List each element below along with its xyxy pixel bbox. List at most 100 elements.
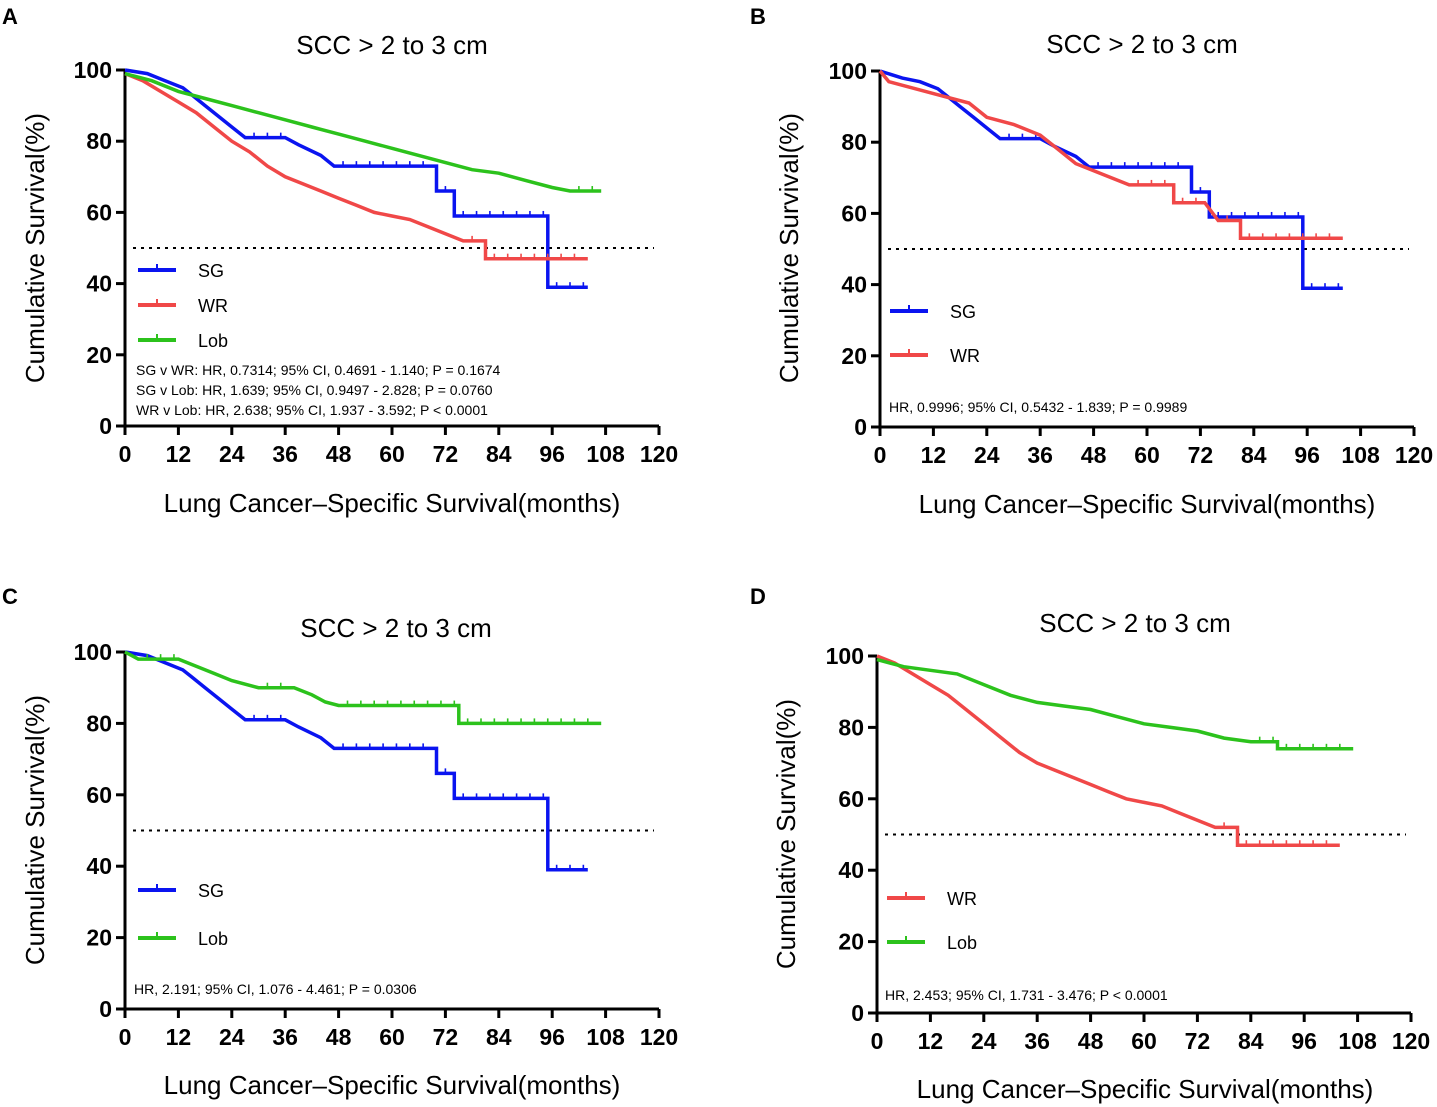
legend-label-wr: WR (198, 296, 228, 316)
legend-label-sg: SG (198, 261, 224, 281)
x-tick-label: 72 (1188, 442, 1214, 468)
x-tick-label: 60 (379, 441, 405, 467)
x-tick-label: 60 (1131, 1028, 1157, 1054)
y-tick-label: 20 (841, 343, 867, 369)
legend-label-wr: WR (947, 889, 977, 909)
x-tick-label: 36 (272, 1024, 298, 1050)
panel-a: A SCC > 2 to 3 cm Cumulative Survival(%)… (2, 4, 678, 518)
series-line-sg (124, 68, 588, 289)
x-tick-label: 36 (1024, 1028, 1050, 1054)
hazard-ratio-text: HR, 2.453; 95% CI, 1.731 - 3.476; P < 0.… (885, 987, 1168, 1003)
y-tick-label: 20 (86, 342, 112, 368)
y-axis-label: Cumulative Survival(%) (20, 113, 50, 383)
y-axis-label: Cumulative Survival(%) (771, 699, 801, 969)
y-axis-label: Cumulative Survival(%) (774, 113, 804, 383)
x-tick-label: 0 (119, 441, 132, 467)
legend-label-sg: SG (198, 881, 224, 901)
x-tick-label: 0 (871, 1028, 884, 1054)
x-axis-label: Lung Cancer–Specific Survival(months) (917, 1074, 1374, 1104)
hazard-ratio-text: HR, 2.191; 95% CI, 1.076 - 4.461; P = 0.… (134, 981, 417, 997)
y-tick-label: 20 (838, 929, 864, 955)
x-tick-label: 72 (1185, 1028, 1211, 1054)
x-tick-label: 12 (166, 441, 192, 467)
chart-title: SCC > 2 to 3 cm (1046, 29, 1237, 59)
series-line-wr (878, 69, 1343, 241)
series-line-wr (876, 654, 1340, 847)
x-tick-label: 12 (921, 442, 947, 468)
x-tick-label: 36 (272, 441, 298, 467)
series-line-lob (124, 650, 602, 726)
x-tick-label: 24 (974, 442, 1000, 468)
y-tick-label: 80 (841, 129, 867, 155)
hazard-ratio-text: HR, 0.9996; 95% CI, 0.5432 - 1.839; P = … (889, 399, 1187, 415)
x-tick-label: 60 (1134, 442, 1160, 468)
x-tick-label: 108 (1341, 442, 1380, 468)
panel-d: D SCC > 2 to 3 cm Cumulative Survival(%)… (750, 584, 1430, 1104)
x-tick-label: 36 (1027, 442, 1053, 468)
x-tick-label: 12 (918, 1028, 944, 1054)
plot-area: 0 12 24 36 48 60 72 84 96 108 120 0 20 40 60 80 100 SG Lob… (74, 639, 679, 1050)
x-tick-label: 96 (539, 441, 565, 467)
y-tick-label: 80 (86, 128, 112, 154)
x-tick-label: 96 (1294, 442, 1320, 468)
panel-letter: D (750, 584, 766, 609)
x-tick-label: 120 (640, 441, 678, 467)
chart-title: SCC > 2 to 3 cm (1039, 608, 1230, 638)
chart-title: SCC > 2 to 3 cm (296, 30, 487, 60)
x-tick-label: 108 (1338, 1028, 1377, 1054)
x-tick-label: 48 (326, 1024, 352, 1050)
x-tick-label: 12 (166, 1024, 192, 1050)
x-tick-label: 24 (219, 441, 245, 467)
y-tick-label: 0 (854, 414, 867, 440)
y-tick-label: 40 (841, 272, 867, 298)
x-tick-label: 48 (1078, 1028, 1104, 1054)
legend-label-wr: WR (950, 346, 980, 366)
y-tick-label: 40 (838, 857, 864, 883)
hazard-ratio-text: SG v Lob: HR, 1.639; 95% CI, 0.9497 - 2.… (136, 382, 493, 398)
hazard-ratio-text: WR v Lob: HR, 2.638; 95% CI, 1.937 - 3.5… (136, 402, 488, 418)
y-tick-label: 0 (851, 1000, 864, 1026)
x-tick-label: 60 (379, 1024, 405, 1050)
y-tick-label: 60 (86, 782, 112, 808)
x-axis-label: Lung Cancer–Specific Survival(months) (164, 488, 621, 518)
legend-label-lob: Lob (947, 933, 977, 953)
chart-title: SCC > 2 to 3 cm (300, 613, 491, 643)
y-tick-label: 80 (86, 710, 112, 736)
legend-label-lob: Lob (198, 929, 228, 949)
y-tick-label: 60 (838, 786, 864, 812)
plot-area: 0 12 24 36 48 60 72 84 96 108 120 0 20 40 60 80 100 WR Lob… (826, 643, 1431, 1054)
panel-b: B SCC > 2 to 3 cm Cumulative Survival(%)… (750, 4, 1433, 519)
x-tick-label: 96 (1291, 1028, 1317, 1054)
x-tick-label: 120 (1392, 1028, 1430, 1054)
x-tick-label: 120 (1395, 442, 1433, 468)
panel-letter: A (2, 4, 18, 29)
y-axis-label: Cumulative Survival(%) (20, 695, 50, 965)
x-tick-label: 108 (586, 1024, 625, 1050)
x-tick-label: 24 (219, 1024, 245, 1050)
legend-label-sg: SG (950, 302, 976, 322)
y-tick-label: 20 (86, 925, 112, 951)
x-tick-label: 84 (1238, 1028, 1264, 1054)
panel-c: C SCC > 2 to 3 cm Cumulative Survival(%)… (2, 584, 678, 1100)
y-tick-label: 60 (841, 200, 867, 226)
legend-label-lob: Lob (198, 331, 228, 351)
y-tick-label: 100 (74, 57, 112, 83)
x-tick-label: 108 (586, 441, 625, 467)
series-line-wr (124, 71, 588, 261)
y-tick-label: 80 (838, 714, 864, 740)
x-axis-label: Lung Cancer–Specific Survival(months) (919, 489, 1376, 519)
x-tick-label: 84 (1241, 442, 1267, 468)
y-tick-label: 60 (86, 199, 112, 225)
plot-area: 0 12 24 36 48 60 72 84 96 108 120 0 20 40 60 80 100 SG WR L… (74, 57, 679, 467)
series-line-lob (876, 657, 1354, 751)
y-tick-label: 100 (74, 639, 112, 665)
y-tick-label: 0 (99, 996, 112, 1022)
y-tick-label: 100 (829, 58, 867, 84)
y-tick-label: 100 (826, 643, 864, 669)
y-tick-label: 40 (86, 853, 112, 879)
x-tick-label: 72 (433, 1024, 459, 1050)
panel-letter: B (750, 4, 766, 29)
x-tick-label: 96 (539, 1024, 565, 1050)
hazard-ratio-text: SG v WR: HR, 0.7314; 95% CI, 0.4691 - 1.… (136, 362, 501, 378)
